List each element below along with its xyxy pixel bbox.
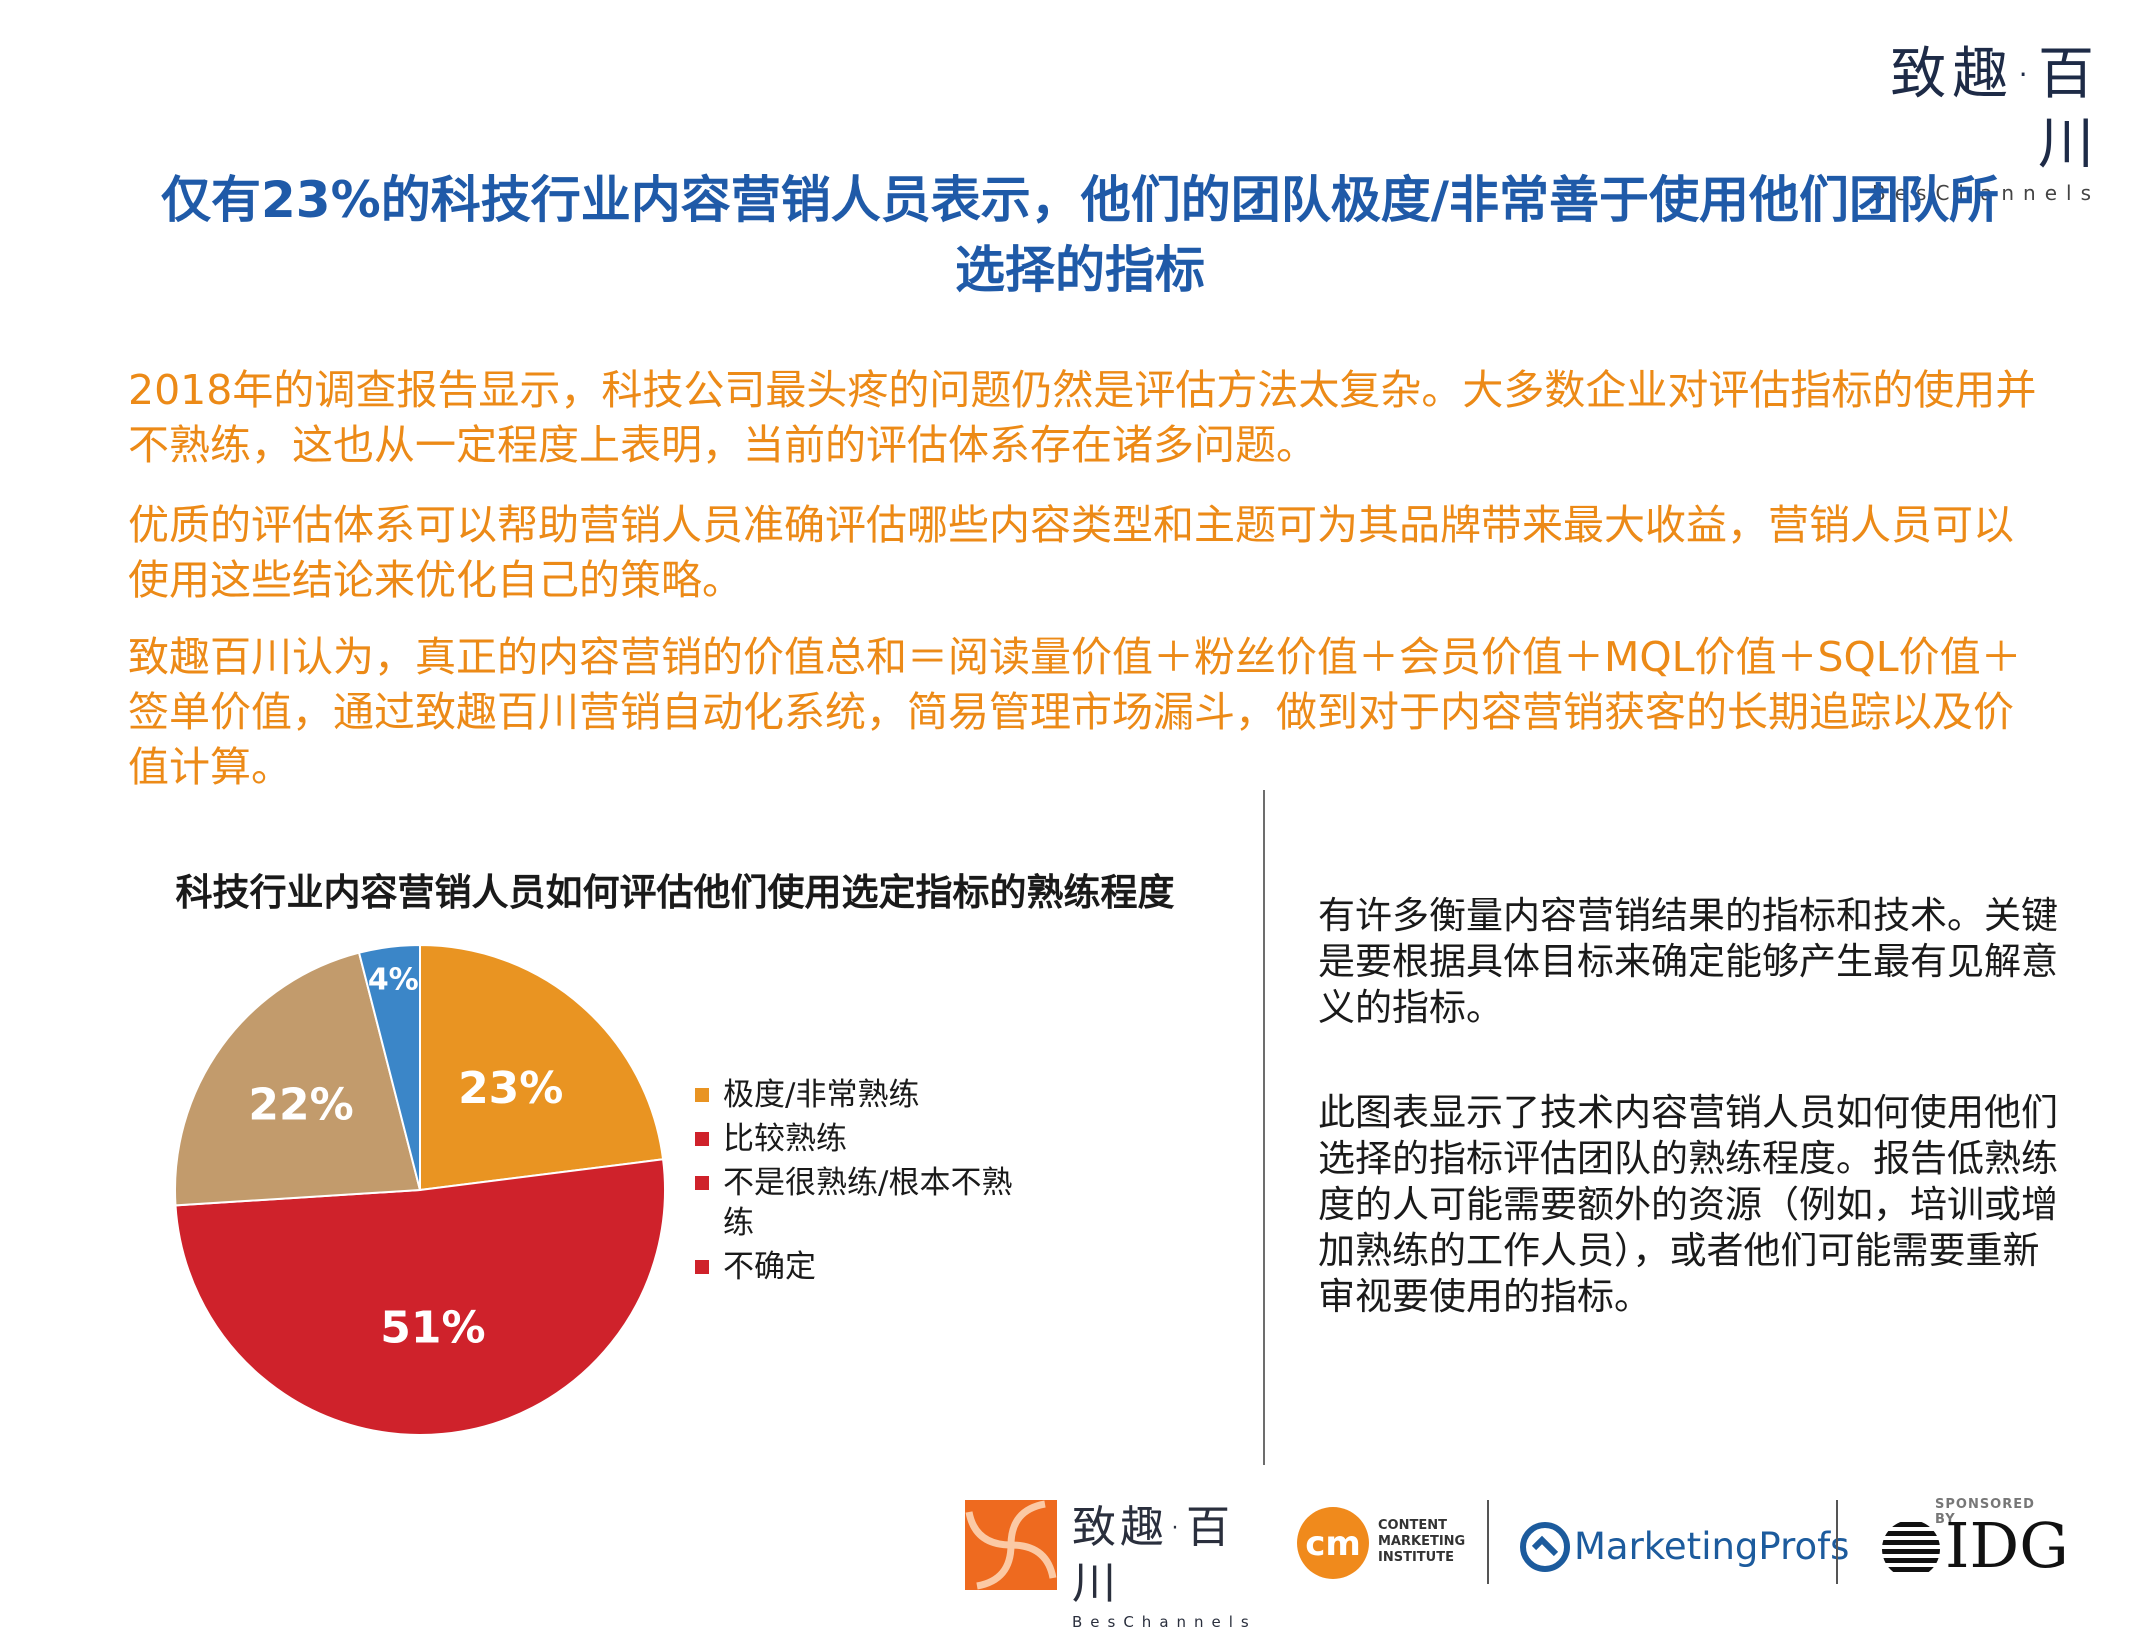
intro-paragraph-2: 优质的评估体系可以帮助营销人员准确评估哪些内容类型和主题可为其品牌带来最大收益，… bbox=[128, 501, 2014, 604]
side-paragraph-1: 有许多衡量内容营销结果的指标和技术。关键是要根据具体目标来确定能够产生最有见解意… bbox=[1318, 894, 2058, 1029]
legend-item: 不确定 bbox=[695, 1247, 1055, 1287]
pie-slice-label: 22% bbox=[248, 1079, 353, 1130]
pie-slice bbox=[357, 943, 421, 1191]
legend-item: 极度/非常熟练 bbox=[695, 1075, 1055, 1115]
cmi-logo-text: CONTENT MARKETING INSTITUTE bbox=[1378, 1518, 1488, 1566]
legend-label: 不是很熟练/根本不熟练 bbox=[723, 1165, 1013, 1241]
side-paragraph-2: 此图表显示了技术内容营销人员如何使用他们选择的指标评估团队的熟练程度。报告低熟练… bbox=[1318, 1091, 2058, 1318]
brand-logo-top: 致趣·百川 BesChannels bbox=[1860, 40, 2100, 206]
beschannels-logo-text: 致趣·百川 BesChannels bbox=[1072, 1500, 1272, 1632]
marketingprofs-logo-mark bbox=[1520, 1522, 1570, 1572]
marketingprofs-logo-text: MarketingProfs bbox=[1574, 1525, 1850, 1568]
legend-label: 极度/非常熟练 bbox=[723, 1077, 920, 1113]
cmi-logo-mark: cm bbox=[1297, 1507, 1369, 1579]
legend-item: 不是很熟练/根本不熟练 bbox=[695, 1163, 1055, 1243]
pie-slice-label: 23% bbox=[458, 1063, 563, 1114]
pie-slice bbox=[174, 1158, 666, 1436]
page-title: 仅有23%的科技行业内容营销人员表示，他们的团队极度/非常善于使用他们团队所选择… bbox=[161, 171, 1999, 299]
cmi-line: MARKETING bbox=[1378, 1534, 1466, 1549]
cmi-line: CONTENT bbox=[1378, 1518, 1447, 1533]
beschannels-logo-mark bbox=[965, 1500, 1057, 1590]
idg-logo-text: IDG bbox=[1945, 1509, 2069, 1582]
legend-swatch bbox=[695, 1176, 709, 1190]
pie-slice-label: 4% bbox=[368, 962, 419, 997]
footer-brand-cn: 致趣·百川 bbox=[1072, 1502, 1234, 1609]
legend-label: 比较熟练 bbox=[723, 1121, 847, 1157]
legend-label: 不确定 bbox=[723, 1249, 816, 1285]
legend-item: 比较熟练 bbox=[695, 1119, 1055, 1159]
cmi-mark-text: cm bbox=[1305, 1524, 1361, 1564]
intro-paragraph-1: 2018年的调查报告显示，科技公司最头疼的问题仍然是评估方法太复杂。大多数企业对… bbox=[128, 366, 2037, 469]
legend-swatch bbox=[695, 1088, 709, 1102]
idg-globe-icon bbox=[1882, 1522, 1940, 1572]
chart-legend: 极度/非常熟练 比较熟练 不是很熟练/根本不熟练 不确定 bbox=[695, 1075, 1055, 1291]
sponsored-by-label: SPONSORED BY bbox=[1935, 1497, 2035, 1527]
intro-paragraph-3: 致趣百川认为，真正的内容营销的价值总和＝阅读量价值＋粉丝价值＋会员价值＋MQL价… bbox=[128, 633, 2022, 791]
pie-chart: 23% 51% 22% 4% bbox=[174, 943, 666, 1436]
brand-name-en: BesChannels bbox=[1872, 181, 2100, 205]
footer-brand-en: BesChannels bbox=[1072, 1613, 1257, 1631]
pie-slice bbox=[174, 951, 422, 1207]
footer-separator bbox=[1487, 1500, 1489, 1584]
brand-name-cn: 致趣·百川 bbox=[1890, 42, 2100, 177]
legend-swatch bbox=[695, 1132, 709, 1146]
pie-slice-label: 51% bbox=[380, 1302, 485, 1353]
footer-separator bbox=[1836, 1500, 1838, 1584]
pie-slice bbox=[419, 943, 665, 1192]
cmi-line: INSTITUTE bbox=[1378, 1550, 1454, 1565]
vertical-divider bbox=[1263, 790, 1265, 1465]
chart-title: 科技行业内容营销人员如何评估他们使用选定指标的熟练程度 bbox=[175, 871, 1175, 914]
legend-swatch bbox=[695, 1260, 709, 1274]
